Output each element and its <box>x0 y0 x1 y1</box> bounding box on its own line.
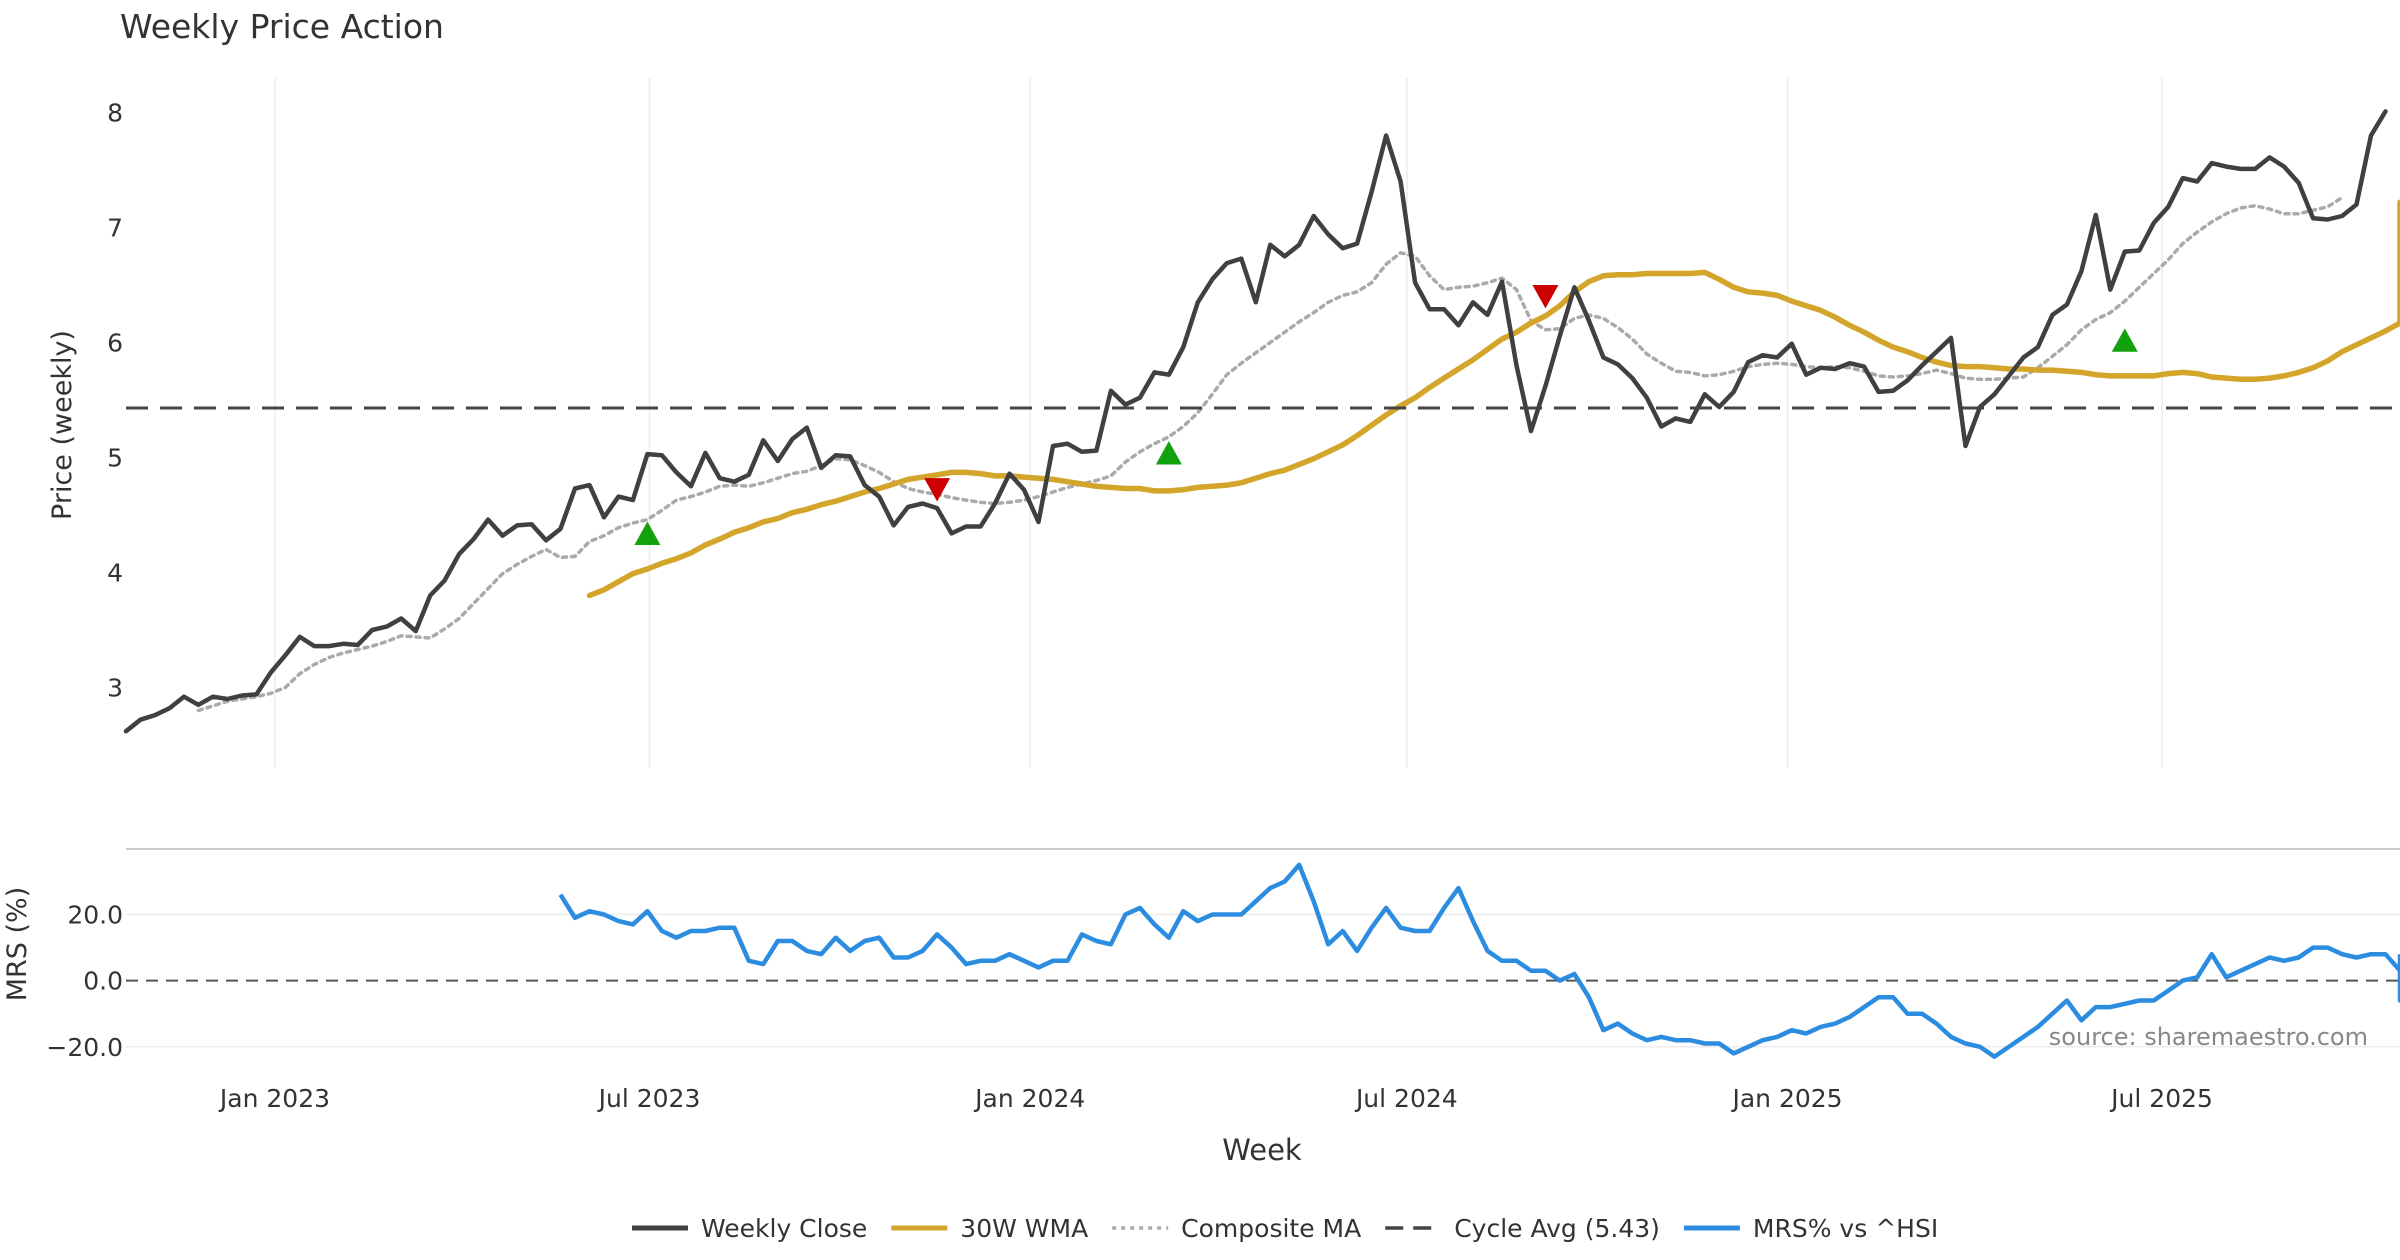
price-y-tick-label: 8 <box>107 99 123 128</box>
price-y-tick-label: 5 <box>107 444 123 473</box>
x-tick-label: Jul 2025 <box>2109 1084 2213 1113</box>
axis-ticks: Jan 2023 Jul 2023 Jan 2024 Jul 2024 Jan 2025… <box>46 99 2213 1114</box>
buy-signal-marker <box>1155 441 1182 465</box>
x-axis-label: Week <box>1222 1133 1302 1167</box>
legend-label: Weekly Close <box>701 1214 867 1243</box>
legend-item: Weekly Close <box>632 1214 867 1243</box>
legend-label: 30W WMA <box>960 1214 1088 1243</box>
price-y-tick-label: 6 <box>107 329 123 358</box>
price-axis-label: Price (weekly) <box>47 330 78 520</box>
legend-item: MRS% vs ^HSI <box>1683 1214 1938 1243</box>
x-tick-label: Jul 2023 <box>597 1084 701 1113</box>
x-tick-label: Jul 2024 <box>1354 1084 1458 1113</box>
price-y-tick-label: 3 <box>107 674 123 703</box>
sell-signal-marker <box>1532 284 1559 309</box>
x-tick-label: Jan 2024 <box>973 1084 1085 1113</box>
wma-line <box>586 199 2400 599</box>
buy-signal-marker <box>634 521 661 545</box>
legend-label: Cycle Avg (5.43) <box>1454 1214 1660 1243</box>
legend: Weekly Close 30W WMA Composite MA Cycle Avg… <box>632 1214 1938 1243</box>
buy-signal-marker <box>2111 328 2138 352</box>
composite-ma-line <box>196 195 2344 713</box>
x-tick-label: Jan 2023 <box>218 1084 330 1113</box>
series-layer <box>123 109 2400 1059</box>
legend-item: Composite MA <box>1112 1214 1361 1243</box>
signal-markers <box>634 284 2138 545</box>
price-y-tick-label: 4 <box>107 559 123 588</box>
price-y-tick-label: 7 <box>107 214 123 243</box>
mrs-y-tick-label: 20.0 <box>67 901 123 930</box>
x-tick-label: Jan 2025 <box>1730 1084 1842 1113</box>
legend-item: 30W WMA <box>891 1214 1088 1243</box>
legend-item: Cycle Avg (5.43) <box>1385 1214 1660 1243</box>
legend-label: MRS% vs ^HSI <box>1753 1214 1938 1243</box>
weekly-close-line <box>123 109 2388 734</box>
grid-layer <box>126 78 2400 1048</box>
mrs-y-tick-label: −20.0 <box>46 1033 123 1062</box>
mrs-y-tick-label: 0.0 <box>83 967 123 996</box>
sell-signal-marker <box>924 478 951 502</box>
mrs-line <box>558 862 2400 1059</box>
legend-label: Composite MA <box>1181 1214 1361 1243</box>
mrs-axis-label: MRS (%) <box>2 887 33 1002</box>
chart-title: Weekly Price Action <box>120 7 444 46</box>
